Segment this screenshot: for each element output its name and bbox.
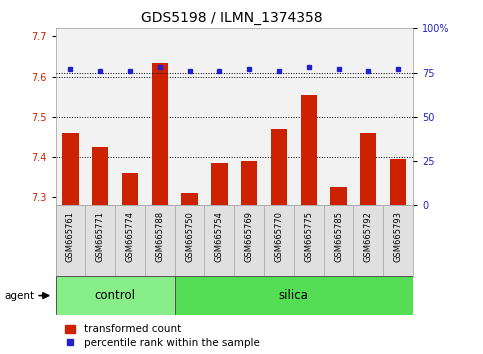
Bar [294, 205, 324, 276]
Bar [56, 276, 175, 315]
Text: control: control [95, 289, 136, 302]
Bar [115, 205, 145, 276]
Bar [390, 159, 406, 205]
Bar [56, 205, 85, 276]
Bar [383, 205, 413, 276]
Text: GSM665769: GSM665769 [245, 211, 254, 262]
Bar [85, 205, 115, 276]
Legend: transformed count, percentile rank within the sample: transformed count, percentile rank withi… [61, 320, 264, 352]
Text: GSM665750: GSM665750 [185, 211, 194, 262]
Text: GSM665770: GSM665770 [274, 211, 284, 262]
Text: GSM665774: GSM665774 [126, 211, 134, 262]
Bar [360, 133, 376, 205]
Bar [241, 161, 257, 205]
Bar [234, 205, 264, 276]
Bar [264, 205, 294, 276]
Bar [271, 129, 287, 205]
Text: GSM665761: GSM665761 [66, 211, 75, 262]
Bar [211, 163, 227, 205]
Text: GSM665771: GSM665771 [96, 211, 105, 262]
Bar [175, 276, 413, 315]
Text: GSM665792: GSM665792 [364, 211, 373, 262]
Text: GSM665785: GSM665785 [334, 211, 343, 262]
Bar [92, 147, 108, 205]
Bar [182, 193, 198, 205]
Text: GSM665775: GSM665775 [304, 211, 313, 262]
Bar [175, 205, 204, 276]
Bar [122, 173, 138, 205]
Bar [145, 205, 175, 276]
Bar [152, 63, 168, 205]
Text: GSM665754: GSM665754 [215, 211, 224, 262]
Text: GSM665788: GSM665788 [156, 211, 164, 262]
Bar [204, 205, 234, 276]
Bar [300, 95, 317, 205]
Bar [330, 187, 347, 205]
Text: GDS5198 / ILMN_1374358: GDS5198 / ILMN_1374358 [141, 11, 323, 25]
Bar [354, 205, 383, 276]
Bar [62, 133, 79, 205]
Bar [324, 205, 354, 276]
Text: agent: agent [5, 291, 35, 301]
Text: GSM665793: GSM665793 [394, 211, 402, 262]
Text: silica: silica [279, 289, 309, 302]
